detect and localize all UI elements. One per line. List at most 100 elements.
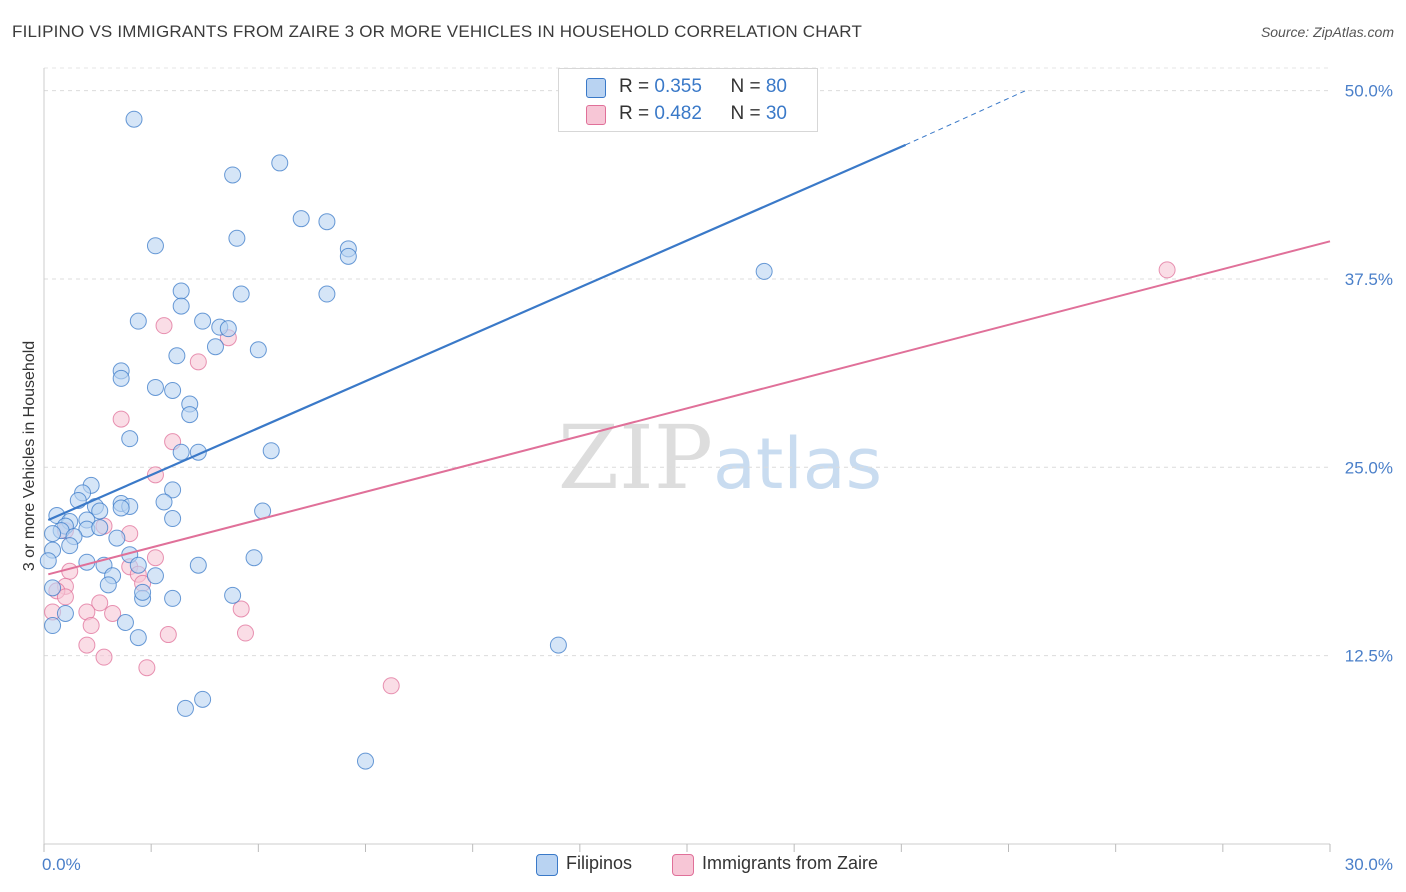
zaire-point: [382, 677, 400, 695]
watermark-atlas: atlas: [713, 423, 882, 505]
filipinos-point: [116, 614, 134, 632]
filipinos-point: [318, 213, 336, 231]
zaire-point: [61, 562, 79, 580]
zaire-point: [1158, 261, 1176, 279]
filipinos-point: [91, 502, 109, 520]
zaire-point: [78, 636, 96, 654]
filipinos-point: [44, 525, 62, 543]
legend-r-label: R =: [619, 76, 655, 97]
y-tick-label: 25.0%: [1345, 458, 1393, 477]
y-tick-label: 12.5%: [1345, 647, 1393, 666]
legend-n-value: 80: [765, 76, 787, 97]
filipinos-point: [134, 583, 152, 601]
y-axis-title: 3 or more Vehicles in Household: [21, 340, 38, 572]
filipinos-point: [357, 752, 374, 770]
filipinos-point: [172, 282, 190, 300]
source-credit: Source: ZipAtlas.com: [1260, 24, 1394, 40]
filipinos-point: [245, 549, 263, 567]
zaire-legend-swatch: [672, 854, 694, 876]
filipinos-point: [121, 430, 139, 448]
filipinos-point: [194, 312, 212, 330]
filipinos-point: [318, 285, 336, 303]
chart-title: FILIPINO VS IMMIGRANTS FROM ZAIRE 3 OR M…: [12, 22, 863, 41]
filipinos-point: [125, 110, 143, 128]
filipinos-point: [228, 229, 246, 247]
filipinos-point: [339, 247, 357, 265]
filipinos-point: [189, 556, 207, 574]
filipinos-point: [271, 154, 289, 172]
x-tick-label: 30.0%: [1345, 855, 1393, 874]
filipinos-point: [44, 617, 62, 635]
filipinos-point: [172, 443, 190, 461]
zaire-point: [236, 624, 254, 642]
zaire-point: [82, 617, 100, 635]
legend-r-value: 0.482: [654, 103, 702, 124]
zaire-point: [112, 410, 130, 428]
filipinos-point: [112, 369, 130, 387]
filipinos-point: [112, 499, 130, 517]
legend-n-label: N =: [730, 103, 766, 124]
filipinos-point: [56, 604, 74, 622]
zaire-point: [91, 594, 109, 612]
legend-n-label: N =: [730, 76, 766, 97]
zaire-point: [189, 353, 207, 371]
filipinos-point: [181, 406, 199, 424]
filipinos-point: [39, 552, 57, 570]
filipinos-point: [91, 519, 109, 537]
zaire-point: [138, 659, 156, 677]
y-tick-label: 37.5%: [1345, 270, 1393, 289]
filipinos-point: [755, 262, 773, 280]
filipinos-point: [168, 347, 186, 365]
legend-r-value: 0.355: [654, 76, 702, 97]
zaire-point: [56, 588, 74, 606]
filipinos-point: [129, 629, 147, 647]
filipinos-point: [164, 481, 182, 499]
zaire-point: [159, 626, 177, 644]
filipinos-point: [232, 285, 250, 303]
correlation-legend: R = 0.355 N = 80 R = 0.482 N = 30: [558, 68, 818, 132]
zaire-point: [155, 317, 173, 335]
filipinos-point: [99, 576, 117, 594]
zaire-point: [146, 549, 164, 567]
filipinos-trendline: [47, 143, 907, 522]
filipinos-point: [224, 586, 242, 604]
filipinos-point: [172, 297, 190, 315]
filipinos-point: [44, 579, 62, 597]
zaire-point: [104, 604, 122, 622]
legend-n-value: 30: [765, 103, 787, 124]
filipinos-point: [155, 493, 173, 511]
filipinos-point: [262, 442, 280, 460]
filipinos-legend-label: Filipinos: [566, 853, 633, 873]
filipinos-point: [164, 510, 182, 528]
filipinos-point: [176, 699, 194, 717]
filipinos-point: [219, 320, 237, 338]
filipinos-point: [129, 556, 147, 574]
filipinos-point: [108, 529, 126, 547]
filipinos-trendline-extension: [905, 90, 1026, 146]
filipinos-point: [549, 636, 567, 654]
filipinos-point: [146, 237, 164, 255]
filipinos-point: [146, 378, 164, 396]
filipinos-point: [129, 312, 147, 330]
filipinos-point: [206, 338, 224, 356]
filipinos-point: [249, 341, 267, 359]
legend-r-label: R =: [619, 103, 655, 124]
zaire-trendline: [48, 240, 1331, 576]
filipinos-point: [164, 589, 182, 607]
filipinos-point: [61, 537, 79, 555]
zaire-point: [95, 648, 113, 666]
zaire-point: [232, 600, 250, 618]
zaire-legend-label: Immigrants from Zaire: [702, 853, 879, 873]
filipinos-point: [224, 166, 242, 184]
filipinos-point: [146, 567, 164, 585]
filipinos-legend-swatch: [536, 854, 558, 876]
filipinos-swatch: [586, 78, 606, 98]
zaire-swatch: [586, 105, 606, 125]
watermark-zip: ZIP: [558, 406, 713, 509]
watermark: ZIPatlas: [558, 406, 882, 509]
x-tick-label: 0.0%: [42, 855, 81, 874]
filipinos-point: [164, 381, 182, 399]
filipinos-point: [194, 690, 212, 708]
filipinos-point: [292, 210, 310, 228]
